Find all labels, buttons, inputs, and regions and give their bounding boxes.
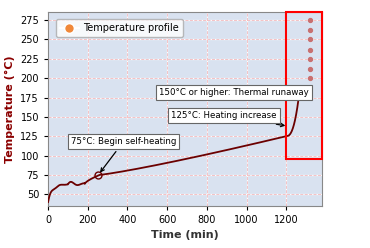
Text: 75°C: Begin self-heating: 75°C: Begin self-heating xyxy=(71,137,176,172)
X-axis label: Time (min): Time (min) xyxy=(151,230,219,240)
Text: 150°C or higher: Thermal runaway: 150°C or higher: Thermal runaway xyxy=(159,88,309,97)
Legend: Temperature profile: Temperature profile xyxy=(56,19,182,37)
Y-axis label: Temperature (°C): Temperature (°C) xyxy=(5,55,15,163)
Bar xyxy=(286,12,322,159)
Text: 125°C: Heating increase: 125°C: Heating increase xyxy=(171,111,284,127)
